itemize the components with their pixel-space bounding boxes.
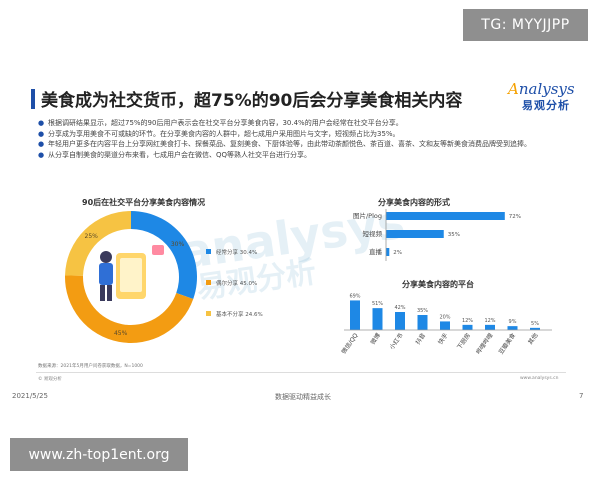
platform-bar xyxy=(372,308,383,330)
platform-bar xyxy=(485,324,495,330)
bullet-dot-icon: ● xyxy=(38,129,45,138)
person-head-illustration xyxy=(100,251,112,263)
platform-value-label: 12% xyxy=(462,318,473,324)
legend-swatch xyxy=(206,280,211,285)
person-body-illustration xyxy=(99,263,113,285)
footer-slogan: 数据驱动精益成长 xyxy=(275,393,331,401)
bullet-dot-icon: ● xyxy=(38,119,45,127)
format-bar xyxy=(386,248,390,256)
title-accent-bar xyxy=(31,89,35,109)
logo-english-text: nalysys xyxy=(518,80,575,98)
legend-label: 偶尔分享 45.0% xyxy=(216,279,257,287)
format-value-label: 2% xyxy=(393,250,402,256)
platform-bar xyxy=(395,312,405,330)
analysys-logo: Analysys 易观分析 xyxy=(508,81,588,115)
donut-slice xyxy=(65,211,131,276)
person-leg-illustration xyxy=(100,285,105,301)
format-category-label: 直播 xyxy=(369,247,383,256)
platform-value-label: 35% xyxy=(417,308,428,314)
footer-copyright: © 易观分析 xyxy=(38,377,62,382)
bullet-text: 分享成为享用美食不可或缺的环节。在分享美食内容的人群中，超七成用户采用图片与文字… xyxy=(48,129,400,138)
platform-value-label: 12% xyxy=(484,318,495,324)
legend-label: 基本不分享 24.6% xyxy=(216,310,263,318)
platform-value-label: 42% xyxy=(394,305,405,311)
donut-chart-title: 90后在社交平台分享美食内容情况 xyxy=(82,198,206,207)
slide-title: 美食成为社交货币，超75%的90后会分享美食相关内容 xyxy=(41,91,463,111)
platform-value-label: 51% xyxy=(372,301,383,307)
platform-category-label: 哔哩哔哩 xyxy=(474,332,494,356)
platform-bar xyxy=(507,326,518,330)
platform-value-label: 20% xyxy=(439,314,450,320)
format-category-label: 图片/Plog xyxy=(353,211,382,220)
format-chart-title: 分享美食内容的形式 xyxy=(378,198,450,207)
legend-label: 经常分享 30.4% xyxy=(216,248,257,256)
bullet-dot-icon: ● xyxy=(38,150,45,159)
platform-category-label: 小红书 xyxy=(388,332,405,351)
bullet-list: ● 根据调研结果显示，超过75%的90后用户表示会在社交平台分享美食内容，30.4… xyxy=(38,118,568,160)
footer-divider xyxy=(36,372,566,373)
platform-bar-chart: 69% 微信/QQ 51% 微博 42% 小红书 35% 抖音 20% 快手 12% 下厨房 12% 哔哩… xyxy=(340,293,552,356)
donut-ring-label: 45% xyxy=(114,330,128,337)
legend-swatch xyxy=(206,249,211,254)
platform-category-label: 下厨房 xyxy=(455,332,472,351)
format-bar-chart: 图片/Plog 72% 短视频 35% 直播 2% xyxy=(353,209,521,261)
platform-category-label: 快手 xyxy=(436,332,449,346)
bullet-dot-icon: ● xyxy=(38,140,45,148)
platform-category-label: 豆瓣美食 xyxy=(497,332,517,356)
format-bar xyxy=(386,212,505,220)
person-leg-illustration xyxy=(107,285,112,301)
platform-category-label: 抖音 xyxy=(414,332,427,346)
bullet-item: ● 根据调研结果显示，超过75%的90后用户表示会在社交平台分享美食内容，30.4… xyxy=(38,118,568,129)
donut-ring-label: 25% xyxy=(85,233,99,240)
bullet-text: 根据调研结果显示，超过75%的90后用户表示会在社交平台分享美食内容，30.4%… xyxy=(48,119,403,127)
bullet-text: 从分享自制美食的渠道分布来看，七成用户会在微信、QQ等熟人社交平台进行分享。 xyxy=(48,150,312,159)
platform-bar xyxy=(440,321,450,330)
platform-bar xyxy=(530,327,540,330)
person-illustration xyxy=(99,245,164,301)
format-bar xyxy=(386,230,444,238)
platform-bar xyxy=(417,315,428,330)
footer-website: www.analysys.cn xyxy=(520,376,559,381)
platform-chart-title: 分享美食内容的平台 xyxy=(402,280,474,289)
donut-ring-label: 30% xyxy=(171,241,185,248)
format-value-label: 35% xyxy=(448,232,460,238)
platform-category-label: 其他 xyxy=(526,332,539,346)
platform-value-label: 9% xyxy=(509,319,517,325)
platform-bar xyxy=(350,300,360,330)
platform-value-label: 69% xyxy=(349,293,360,299)
url-watermark-badge: www.zh-top1ent.org xyxy=(10,438,188,471)
format-category-label: 短视频 xyxy=(363,229,383,238)
legend-swatch xyxy=(206,311,211,316)
page-number: 7 xyxy=(579,392,584,400)
bullet-item: ● 从分享自制美食的渠道分布来看，七成用户会在微信、QQ等熟人社交平台进行分享。 xyxy=(38,150,568,161)
bullet-item: ● 年轻用户更多在内容平台上分享网红美食打卡、探餐菜品、复刻美食、下厨体验等，由此… xyxy=(38,139,568,150)
data-source-note: 数据来源：2021年5月用户问卷获取数据，N=1000 xyxy=(38,364,143,369)
phone-screen-illustration xyxy=(120,258,142,292)
donut-slice xyxy=(131,211,198,299)
platform-bar xyxy=(462,324,473,330)
platform-value-label: 5% xyxy=(531,321,539,327)
footer-date: 2021/5/25 xyxy=(12,392,48,400)
bullet-item: ● 分享成为享用美食不可或缺的环节。在分享美食内容的人群中，超七成用户采用图片与文… xyxy=(38,129,568,140)
platform-category-label: 微博 xyxy=(369,332,382,346)
bullet-text: 年轻用户更多在内容平台上分享网红美食打卡、探餐菜品、复刻美食、下厨体验等，由此带… xyxy=(48,140,531,148)
format-value-label: 72% xyxy=(509,214,521,220)
logo-chinese-text: 易观分析 xyxy=(522,99,570,112)
tg-watermark-badge: TG: MYYJJPP xyxy=(463,9,588,41)
donut-slice xyxy=(65,275,194,343)
platform-category-label: 微信/QQ xyxy=(340,331,360,355)
donut-chart: 30% 45% 25% 经常分享 30.4% 偶尔分享 45.0% 基本不分享 24.6… xyxy=(65,211,263,343)
logo-initial: A xyxy=(508,80,519,98)
chat-bubble-illustration xyxy=(152,245,164,255)
